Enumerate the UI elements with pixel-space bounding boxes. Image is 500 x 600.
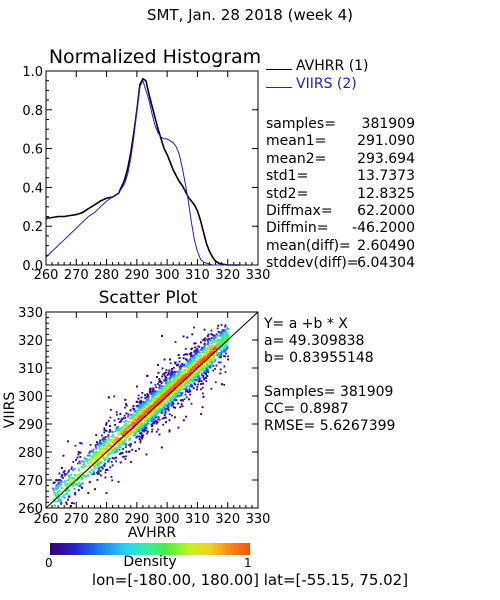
stat-label: stddev(diff)= [266, 255, 359, 272]
y-tick-label: 0.8 [22, 104, 43, 119]
histogram-series-viirs [45, 79, 240, 266]
scatter-title: Scatter Plot [98, 288, 198, 308]
x-tick-label: 290 [124, 268, 149, 283]
histogram-frame [45, 70, 259, 266]
stat-value: 2.60490 [357, 237, 415, 254]
stat-value: 6.04304 [357, 255, 415, 272]
stat-label: std2= [266, 185, 309, 202]
stat-label: std1= [266, 168, 309, 185]
y-tick-label: 1.0 [22, 65, 43, 80]
x-tick-label: 310 [185, 268, 210, 283]
stat-label: Diffmin= [266, 220, 329, 237]
histogram-series-avhrr [45, 77, 240, 266]
legend-viirs-swatch [266, 87, 292, 88]
x-tick-label: 300 [155, 268, 180, 283]
stat-value: 293.694 [357, 150, 415, 167]
legend-viirs-label: VIIRS (2) [296, 76, 357, 92]
legend-avhrr-swatch [266, 69, 292, 70]
stat-label: mean1= [266, 133, 327, 150]
x-tick-label: 320 [215, 268, 240, 283]
y-tick-label: 0.4 [22, 181, 43, 196]
stat-label: Diffmax= [266, 203, 333, 219]
x-tick-label: 270 [64, 268, 89, 283]
stat-label: mean2= [266, 150, 327, 167]
y-tick-label: 0.2 [22, 220, 43, 235]
legend-avhrr-label: AVHRR (1) [296, 58, 369, 74]
stat-value: 381909 [361, 116, 415, 132]
stat-value: 291.090 [357, 133, 415, 150]
x-tick-label: 280 [94, 268, 119, 283]
stat-value: 13.7373 [357, 168, 415, 185]
stat-label: mean(diff)= [266, 237, 351, 254]
stat-label: samples= [266, 116, 336, 132]
stat-value: 62.2000 [357, 203, 415, 219]
stat-value: 12.8325 [357, 185, 415, 202]
stat-value: -46.2000 [352, 220, 415, 237]
y-tick-label: 0.0 [22, 259, 43, 274]
y-tick-label: 0.6 [22, 143, 43, 158]
